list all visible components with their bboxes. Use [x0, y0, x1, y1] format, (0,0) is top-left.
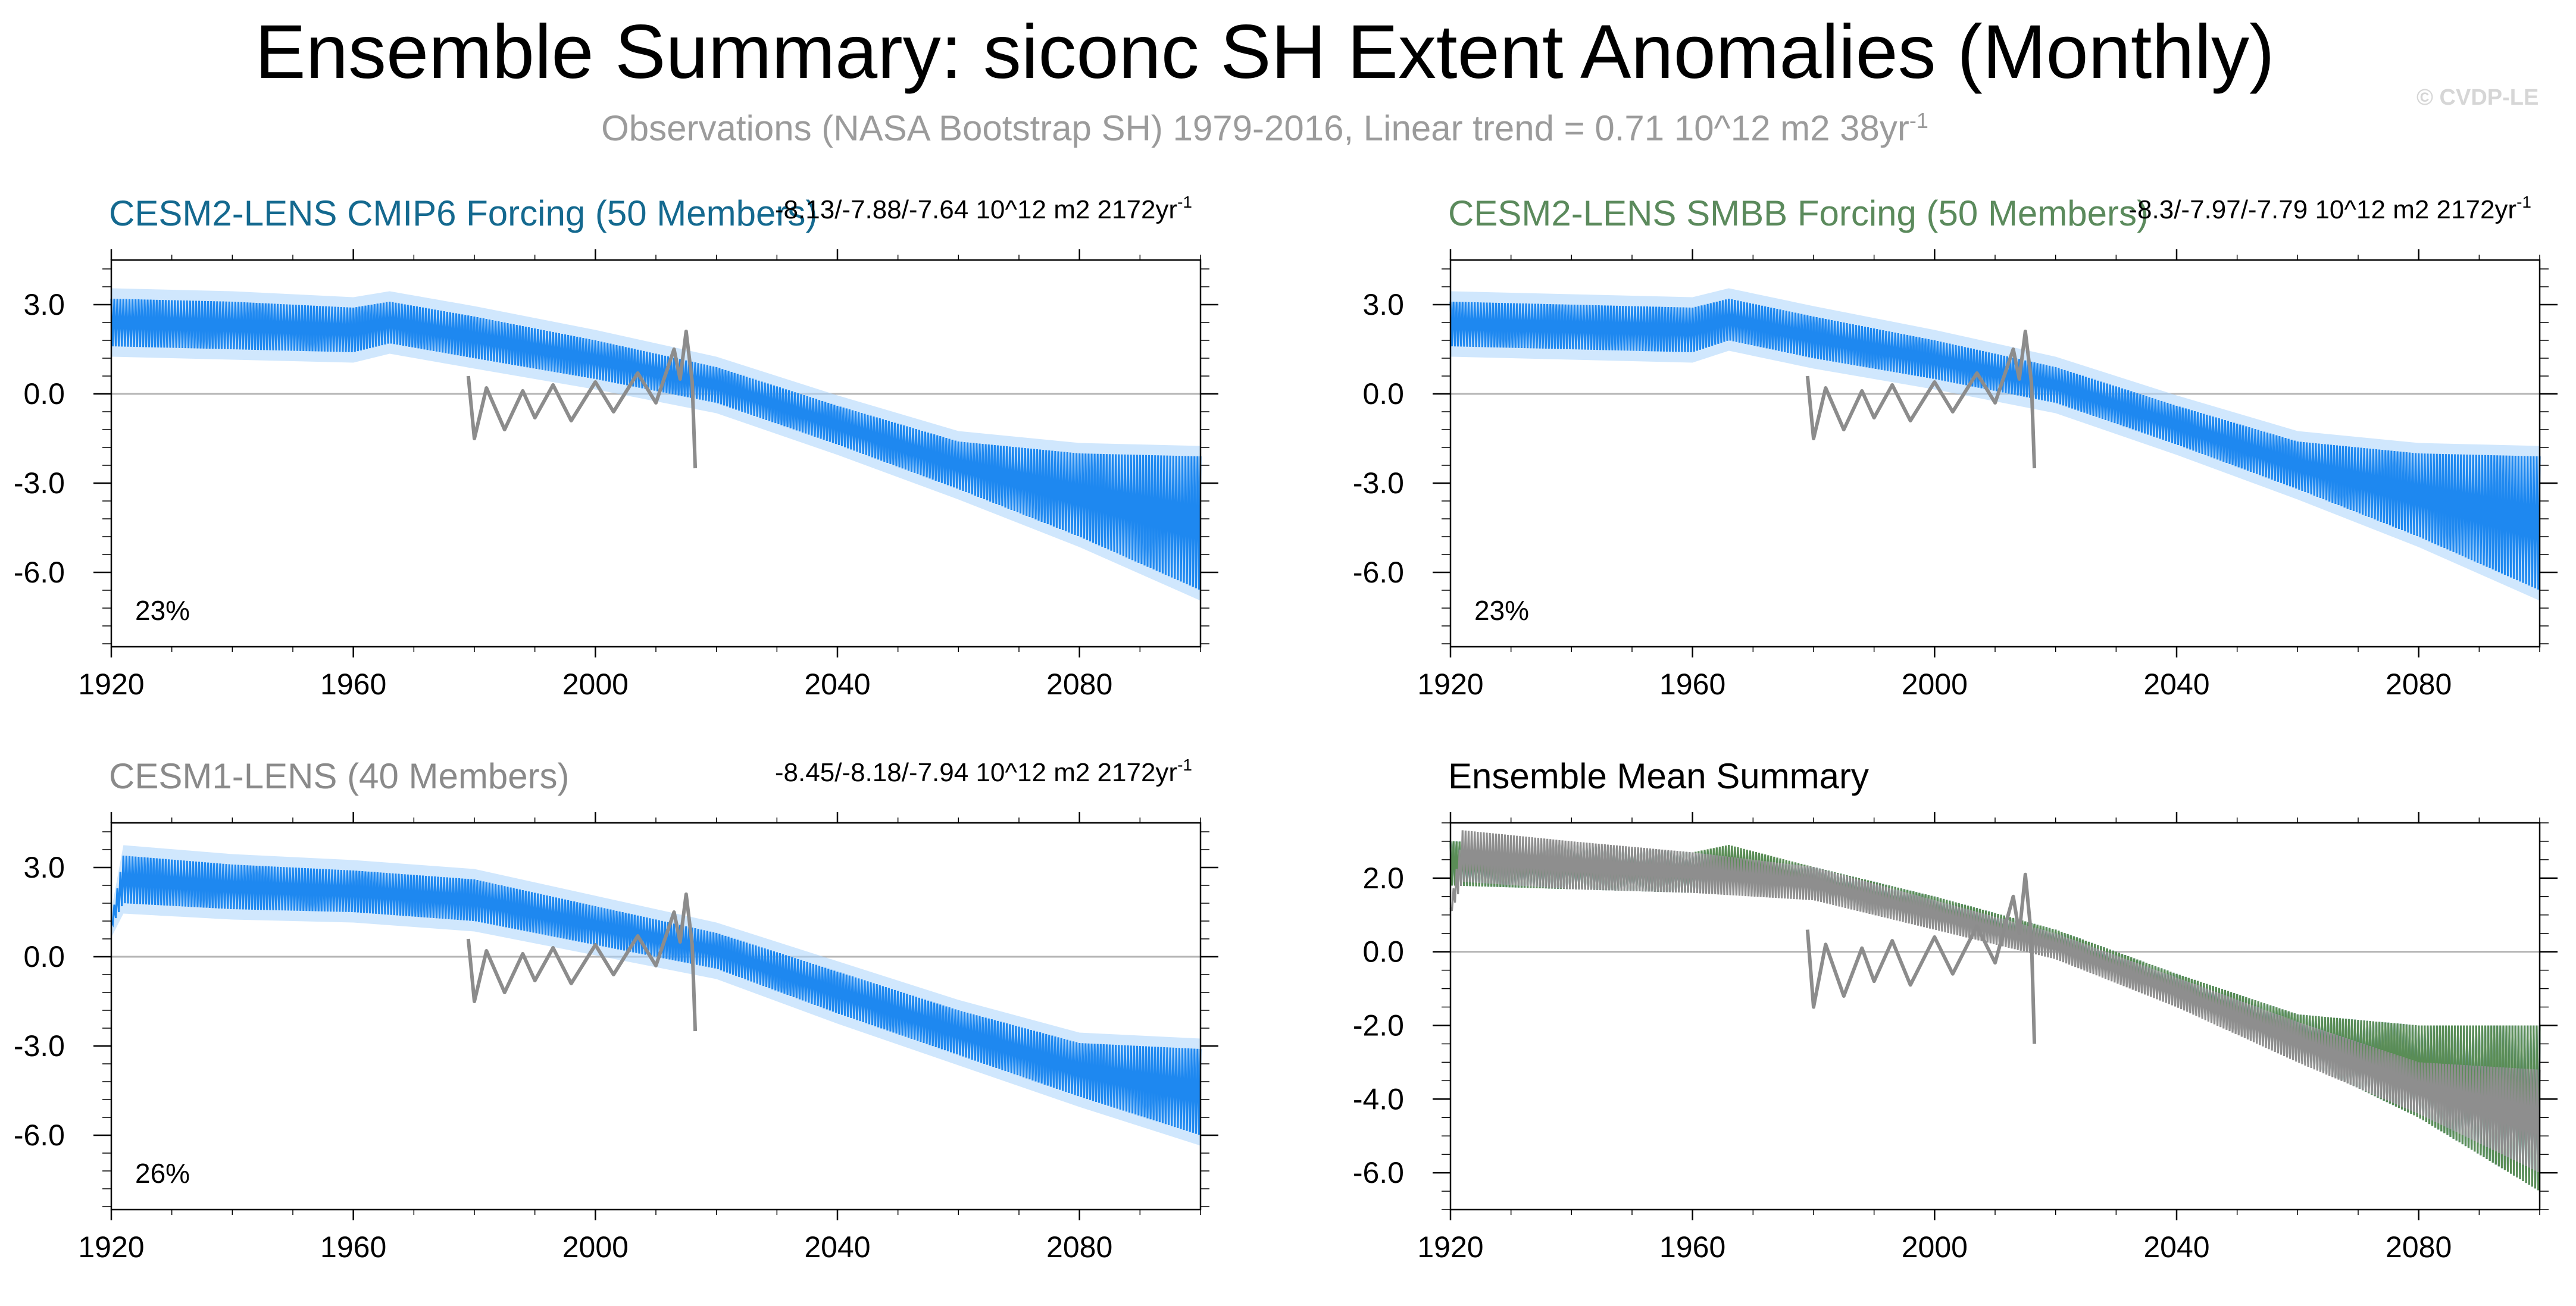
percent-label: 23% [1474, 595, 1529, 626]
x-tick-label: 2080 [2386, 668, 2452, 701]
x-tick-label: 2000 [562, 668, 629, 701]
x-tick-label: 1920 [78, 1230, 144, 1264]
x-tick-label: 1960 [320, 1230, 386, 1264]
y-tick-label: 3.0 [23, 288, 65, 321]
ensemble-spread-envelope [111, 288, 1201, 601]
mean-cesm1 [1449, 830, 2541, 1172]
y-tick-label: -2.0 [1353, 1009, 1404, 1042]
panel-bottom-left: CESM1-LENS (40 Members) -8.45/-8.18/-7.94… [14, 756, 1218, 1264]
y-tick-label: 0.0 [1362, 377, 1404, 411]
x-tick-label: 2080 [2386, 1230, 2452, 1264]
observations-line [1805, 872, 2037, 1044]
y-tick-label: 3.0 [1362, 288, 1404, 321]
subtitle-text: Observations (NASA Bootstrap SH) 1979-20… [601, 108, 1909, 148]
subtitle-exponent: -1 [1909, 108, 1928, 133]
x-tick-label: 2040 [804, 668, 870, 701]
y-tick-label: -4.0 [1353, 1082, 1404, 1116]
x-tick-label: 1960 [1659, 1230, 1725, 1264]
x-tick-label: 2000 [1902, 1230, 1968, 1264]
percent-label: 26% [135, 1158, 190, 1189]
ensemble-band [1449, 288, 2541, 601]
y-tick-label: -6.0 [1353, 556, 1404, 589]
y-tick-label: -6.0 [14, 1119, 65, 1152]
ensemble-monthly-series [1449, 298, 2541, 590]
y-tick-label: -3.0 [1353, 466, 1404, 500]
x-tick-label: 2040 [804, 1230, 870, 1264]
trend-label-text: -8.45/-8.18/-7.94 10^12 m2 2172yr [775, 758, 1177, 787]
y-tick-label: 0.0 [23, 940, 65, 973]
x-tick-label: 2000 [1902, 668, 1968, 701]
ensemble-spread-envelope [1450, 288, 2540, 601]
ensemble-band [110, 845, 1202, 1146]
y-tick-label: -3.0 [14, 1029, 65, 1063]
percent-label: 23% [135, 595, 190, 626]
trend-label: -8.3/-7.97/-7.79 10^12 m2 2172yr-1 [2128, 193, 2531, 224]
y-tick-label: -6.0 [14, 556, 65, 589]
mean-cmip6 [1449, 841, 2541, 1191]
ensemble-monthly-series [1449, 841, 2541, 1191]
x-tick-label: 1920 [1417, 1230, 1483, 1264]
trend-label: -8.13/-7.88/-7.64 10^12 m2 2172yr-1 [775, 193, 1192, 224]
watermark: © CVDP-LE [2416, 85, 2539, 110]
trend-label-text: -8.3/-7.97/-7.79 10^12 m2 2172yr [2128, 195, 2516, 224]
mean-smbb [1449, 841, 2541, 1191]
panel-title: Ensemble Mean Summary [1448, 756, 1869, 796]
y-tick-label: 2.0 [1362, 862, 1404, 895]
x-tick-label: 2080 [1046, 1230, 1112, 1264]
x-tick-label: 2040 [2143, 1230, 2209, 1264]
panel-title: CESM1-LENS (40 Members) [109, 756, 570, 796]
y-tick-label: -3.0 [14, 466, 65, 500]
trend-label-exponent: -1 [1177, 756, 1192, 774]
ensemble-monthly-series [110, 855, 1202, 1135]
panel-title: CESM2-LENS SMBB Forcing (50 Members) [1448, 193, 2149, 233]
figure-title: Ensemble Summary: siconc SH Extent Anoma… [255, 10, 2275, 95]
figure-subtitle: Observations (NASA Bootstrap SH) 1979-20… [0, 100, 2530, 149]
trend-label: -8.45/-8.18/-7.94 10^12 m2 2172yr-1 [775, 756, 1192, 787]
x-tick-label: 2040 [2143, 668, 2209, 701]
x-tick-label: 2000 [562, 1230, 629, 1264]
ensemble-monthly-series [1449, 841, 2541, 1191]
panel-top-right: CESM2-LENS SMBB Forcing (50 Members)-8.3… [1353, 193, 2558, 701]
y-tick-label: -6.0 [1353, 1156, 1404, 1189]
observations-line [466, 330, 698, 469]
trend-label-text: -8.13/-7.88/-7.64 10^12 m2 2172yr [775, 195, 1177, 224]
x-tick-label: 1960 [320, 668, 386, 701]
y-tick-label: 0.0 [1362, 935, 1404, 969]
x-tick-label: 2080 [1046, 668, 1112, 701]
ensemble-spread-envelope [111, 845, 1201, 1146]
x-tick-label: 1920 [78, 668, 144, 701]
trend-label-exponent: -1 [2516, 193, 2531, 211]
ensemble-monthly-series [1449, 830, 2541, 1172]
ensemble-monthly-series [110, 298, 1202, 590]
trend-label-exponent: -1 [1177, 193, 1192, 211]
observations-line [466, 892, 698, 1032]
y-tick-label: 3.0 [23, 851, 65, 884]
panel-bottom-right: Ensemble Mean Summary 1920 1960 2000 2040 208… [1353, 756, 2558, 1264]
ensemble-band [110, 288, 1202, 601]
observations-line [1805, 330, 2037, 469]
panel-title: CESM2-LENS CMIP6 Forcing (50 Members) [109, 193, 817, 233]
y-tick-label: 0.0 [23, 377, 65, 411]
x-tick-label: 1960 [1659, 668, 1725, 701]
panel-top-left: CESM2-LENS CMIP6 Forcing (50 Members)-8.… [14, 193, 1218, 701]
x-tick-label: 1920 [1417, 668, 1483, 701]
plot-frame [1449, 822, 2541, 1211]
